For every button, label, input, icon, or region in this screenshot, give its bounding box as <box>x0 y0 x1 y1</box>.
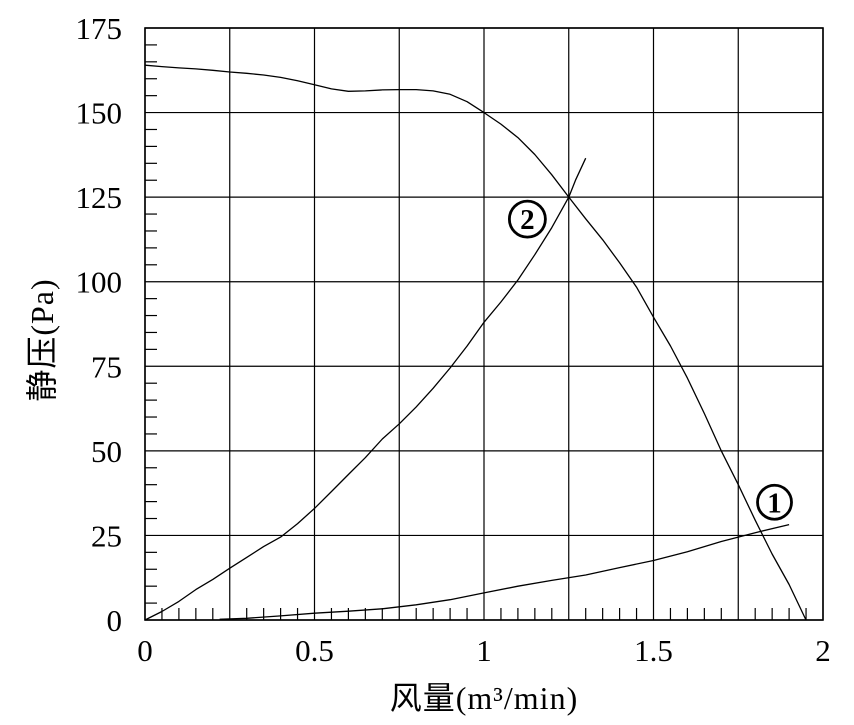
x-axis-title: 风量(m³/min) <box>389 680 579 716</box>
impedance-curve-1 <box>219 523 790 620</box>
y-tick-label: 150 <box>76 96 123 131</box>
y-tick-label: 125 <box>76 180 123 215</box>
plot-border <box>144 27 824 621</box>
y-axis-title: 静压(Pa) <box>24 278 60 402</box>
fan-static-pressure-curve <box>144 64 807 621</box>
curve-label-number-1: 1 <box>767 487 782 519</box>
x-tick-label: 2 <box>815 633 831 668</box>
x-tick-label: 1 <box>476 633 492 668</box>
y-tick-label: 175 <box>76 11 123 46</box>
curve-label-circle-1 <box>756 483 793 521</box>
y-tick-label: 75 <box>91 349 122 384</box>
x-tick-label: 0.5 <box>295 633 334 668</box>
y-tick-label: 50 <box>91 434 122 469</box>
y-tick-label: 0 <box>107 603 123 638</box>
y-tick-label: 100 <box>76 265 123 300</box>
x-tick-label: 0 <box>137 633 153 668</box>
x-tick-label: 1.5 <box>634 633 673 668</box>
y-tick-label: 25 <box>91 518 122 553</box>
impedance-curve-2 <box>144 157 587 621</box>
curve-label-number-2: 2 <box>520 204 535 236</box>
curve-label-circle-2 <box>507 199 547 239</box>
